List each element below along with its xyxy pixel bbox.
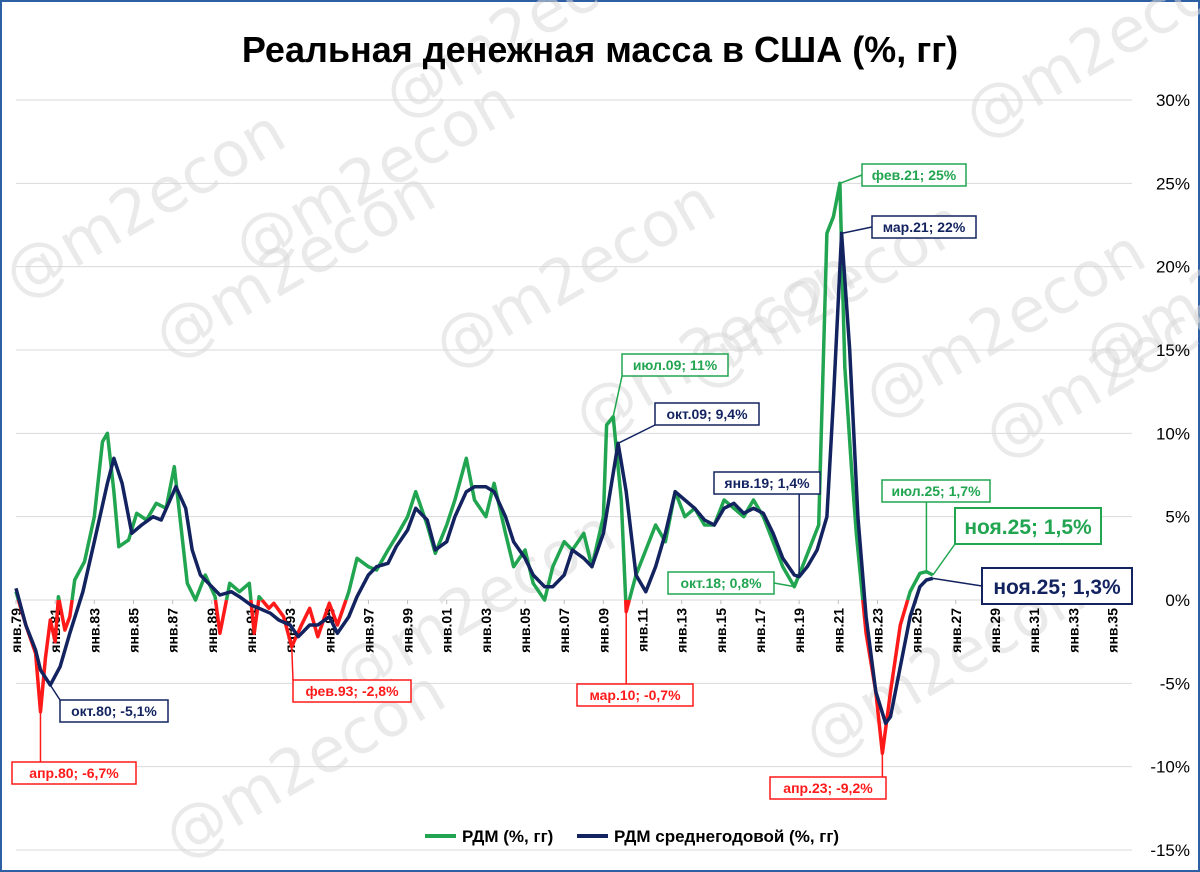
annotation-box [861, 163, 967, 187]
x-tick-label: янв.87 [165, 608, 181, 653]
x-tick-label: янв.29 [987, 608, 1003, 653]
series-rdm-negative-line [57, 599, 74, 632]
annotation-box [871, 215, 977, 239]
annotation-box [713, 471, 821, 495]
x-tick-label: янв.27 [948, 608, 964, 653]
x-tick-label: янв.21 [830, 608, 846, 653]
annotation-label: мар.21; 22% [883, 219, 966, 235]
x-tick-label: янв.17 [752, 608, 768, 653]
legend: РДМ (%, гг) РДМ среднегодовой (%, гг) [425, 827, 839, 846]
x-tick-label: янв.15 [713, 608, 729, 653]
annotation-label: фев.93; -2,8% [305, 683, 399, 699]
series-rdm-positive-line [56, 594, 61, 601]
x-tick-label: янв.03 [478, 608, 494, 653]
annotation-label: июл.09; 11% [633, 357, 718, 373]
annotation-leader [932, 543, 956, 576]
y-tick-label: 25% [1156, 174, 1190, 193]
x-tick-label: янв.97 [360, 608, 376, 653]
legend-label-rdm: РДМ (%, гг) [462, 827, 553, 846]
annotation-label: ноя.25; 1,3% [993, 576, 1121, 599]
series-rdm-positive-line [224, 581, 253, 601]
annotation-label: мар.10; -0,7% [589, 687, 681, 703]
series-layer [14, 181, 934, 756]
annotation-box [981, 567, 1133, 605]
x-tick-label: янв.11 [635, 608, 651, 652]
series-rdm-negative-line [623, 599, 631, 614]
series-rdm-negative-line [213, 599, 229, 636]
annotation-label: янв.19; 1,4% [724, 475, 810, 491]
x-tick-label: янв.99 [400, 608, 416, 653]
series-rdm-positive-line [344, 414, 628, 602]
y-tick-label: 5% [1165, 508, 1190, 527]
annotation-box [621, 353, 729, 377]
chart-title: Реальная денежная масса в США (%, гг) [242, 29, 958, 70]
x-tick-label: янв.83 [86, 608, 102, 653]
y-axis-labels: 30% 25% 20% 15% 10% 5% 0% -5% -10% -15% [1150, 91, 1190, 860]
y-tick-label: -15% [1150, 841, 1190, 860]
annotation-box [11, 761, 137, 785]
x-tick-label: янв.89 [204, 608, 220, 653]
series-rdm-negative-line [260, 598, 348, 649]
annotation-label: июл.25; 1,7% [891, 483, 981, 499]
series-rdm-average-line [14, 231, 934, 726]
watermark-text: @m2econ [951, 0, 1200, 153]
annotation-label: окт.80; -5,1% [71, 703, 157, 719]
annotations-layer: апр.80; -6,7% окт.80; -5,1% фев.93; -2,8% и… [11, 163, 1133, 800]
annotation-leader [839, 174, 863, 185]
annotation-leader [932, 577, 983, 587]
x-tick-label: янв.31 [1026, 608, 1042, 653]
annotation-box [576, 683, 694, 707]
annotation-label: апр.80; -6,7% [29, 765, 119, 781]
annotation-label: окт.18; 0,8% [680, 575, 762, 591]
x-tick-label: янв.85 [125, 608, 141, 653]
annotation-box [292, 679, 412, 703]
x-tick-label: янв.07 [556, 608, 572, 653]
y-tick-label: 0% [1165, 591, 1190, 610]
annotation-box [954, 507, 1102, 545]
annotation-leader [617, 424, 656, 445]
x-tick-label: янв.01 [439, 608, 455, 653]
annotation-leader [773, 582, 795, 588]
x-tick-label: янв.13 [674, 608, 690, 653]
x-tick-label: янв.05 [517, 608, 533, 653]
series-rdm-positive-line [906, 569, 934, 601]
annotation-box [654, 402, 760, 426]
series-rdm-negative-line [249, 599, 261, 636]
annotation-leader [49, 684, 61, 701]
annotation-box [59, 699, 169, 723]
x-tick-label: янв.23 [869, 608, 885, 653]
annotation-box [769, 776, 887, 800]
legend-label-rdm-avg: РДМ среднегодовой (%, гг) [614, 827, 839, 846]
x-tick-label: янв.35 [1104, 608, 1120, 653]
y-tick-label: 10% [1156, 424, 1190, 443]
series-rdm-positive-line [70, 431, 218, 602]
annotation-label: окт.09; 9,4% [666, 406, 748, 422]
x-tick-label: янв.19 [791, 608, 807, 653]
x-tick-label: янв.33 [1065, 608, 1081, 653]
y-tick-label: -5% [1160, 674, 1190, 693]
annotation-leader [290, 646, 294, 681]
annotation-box [667, 571, 775, 595]
annotation-leader [841, 226, 873, 235]
x-tick-label: янв.79 [8, 608, 24, 653]
x-tick-label: янв.09 [595, 608, 611, 653]
annotation-box [881, 479, 991, 503]
annotation-label: ноя.25; 1,5% [964, 516, 1092, 539]
y-tick-label: -10% [1150, 758, 1190, 777]
series-rdm-negative-line [861, 599, 910, 756]
annotation-label: апр.23; -9,2% [783, 780, 873, 796]
y-tick-label: 20% [1156, 258, 1190, 277]
series-rdm-positive-line [256, 594, 264, 602]
y-tick-label: 30% [1156, 91, 1190, 110]
x-axis-labels: янв.79 янв.81 янв.83 янв.85 янв.87 янв.89 янв.… [8, 600, 1120, 653]
annotation-label: фев.21; 25% [872, 167, 957, 183]
y-tick-label: 15% [1156, 341, 1190, 360]
x-tick-label: янв.25 [909, 608, 925, 653]
annotation-leader [612, 375, 623, 417]
